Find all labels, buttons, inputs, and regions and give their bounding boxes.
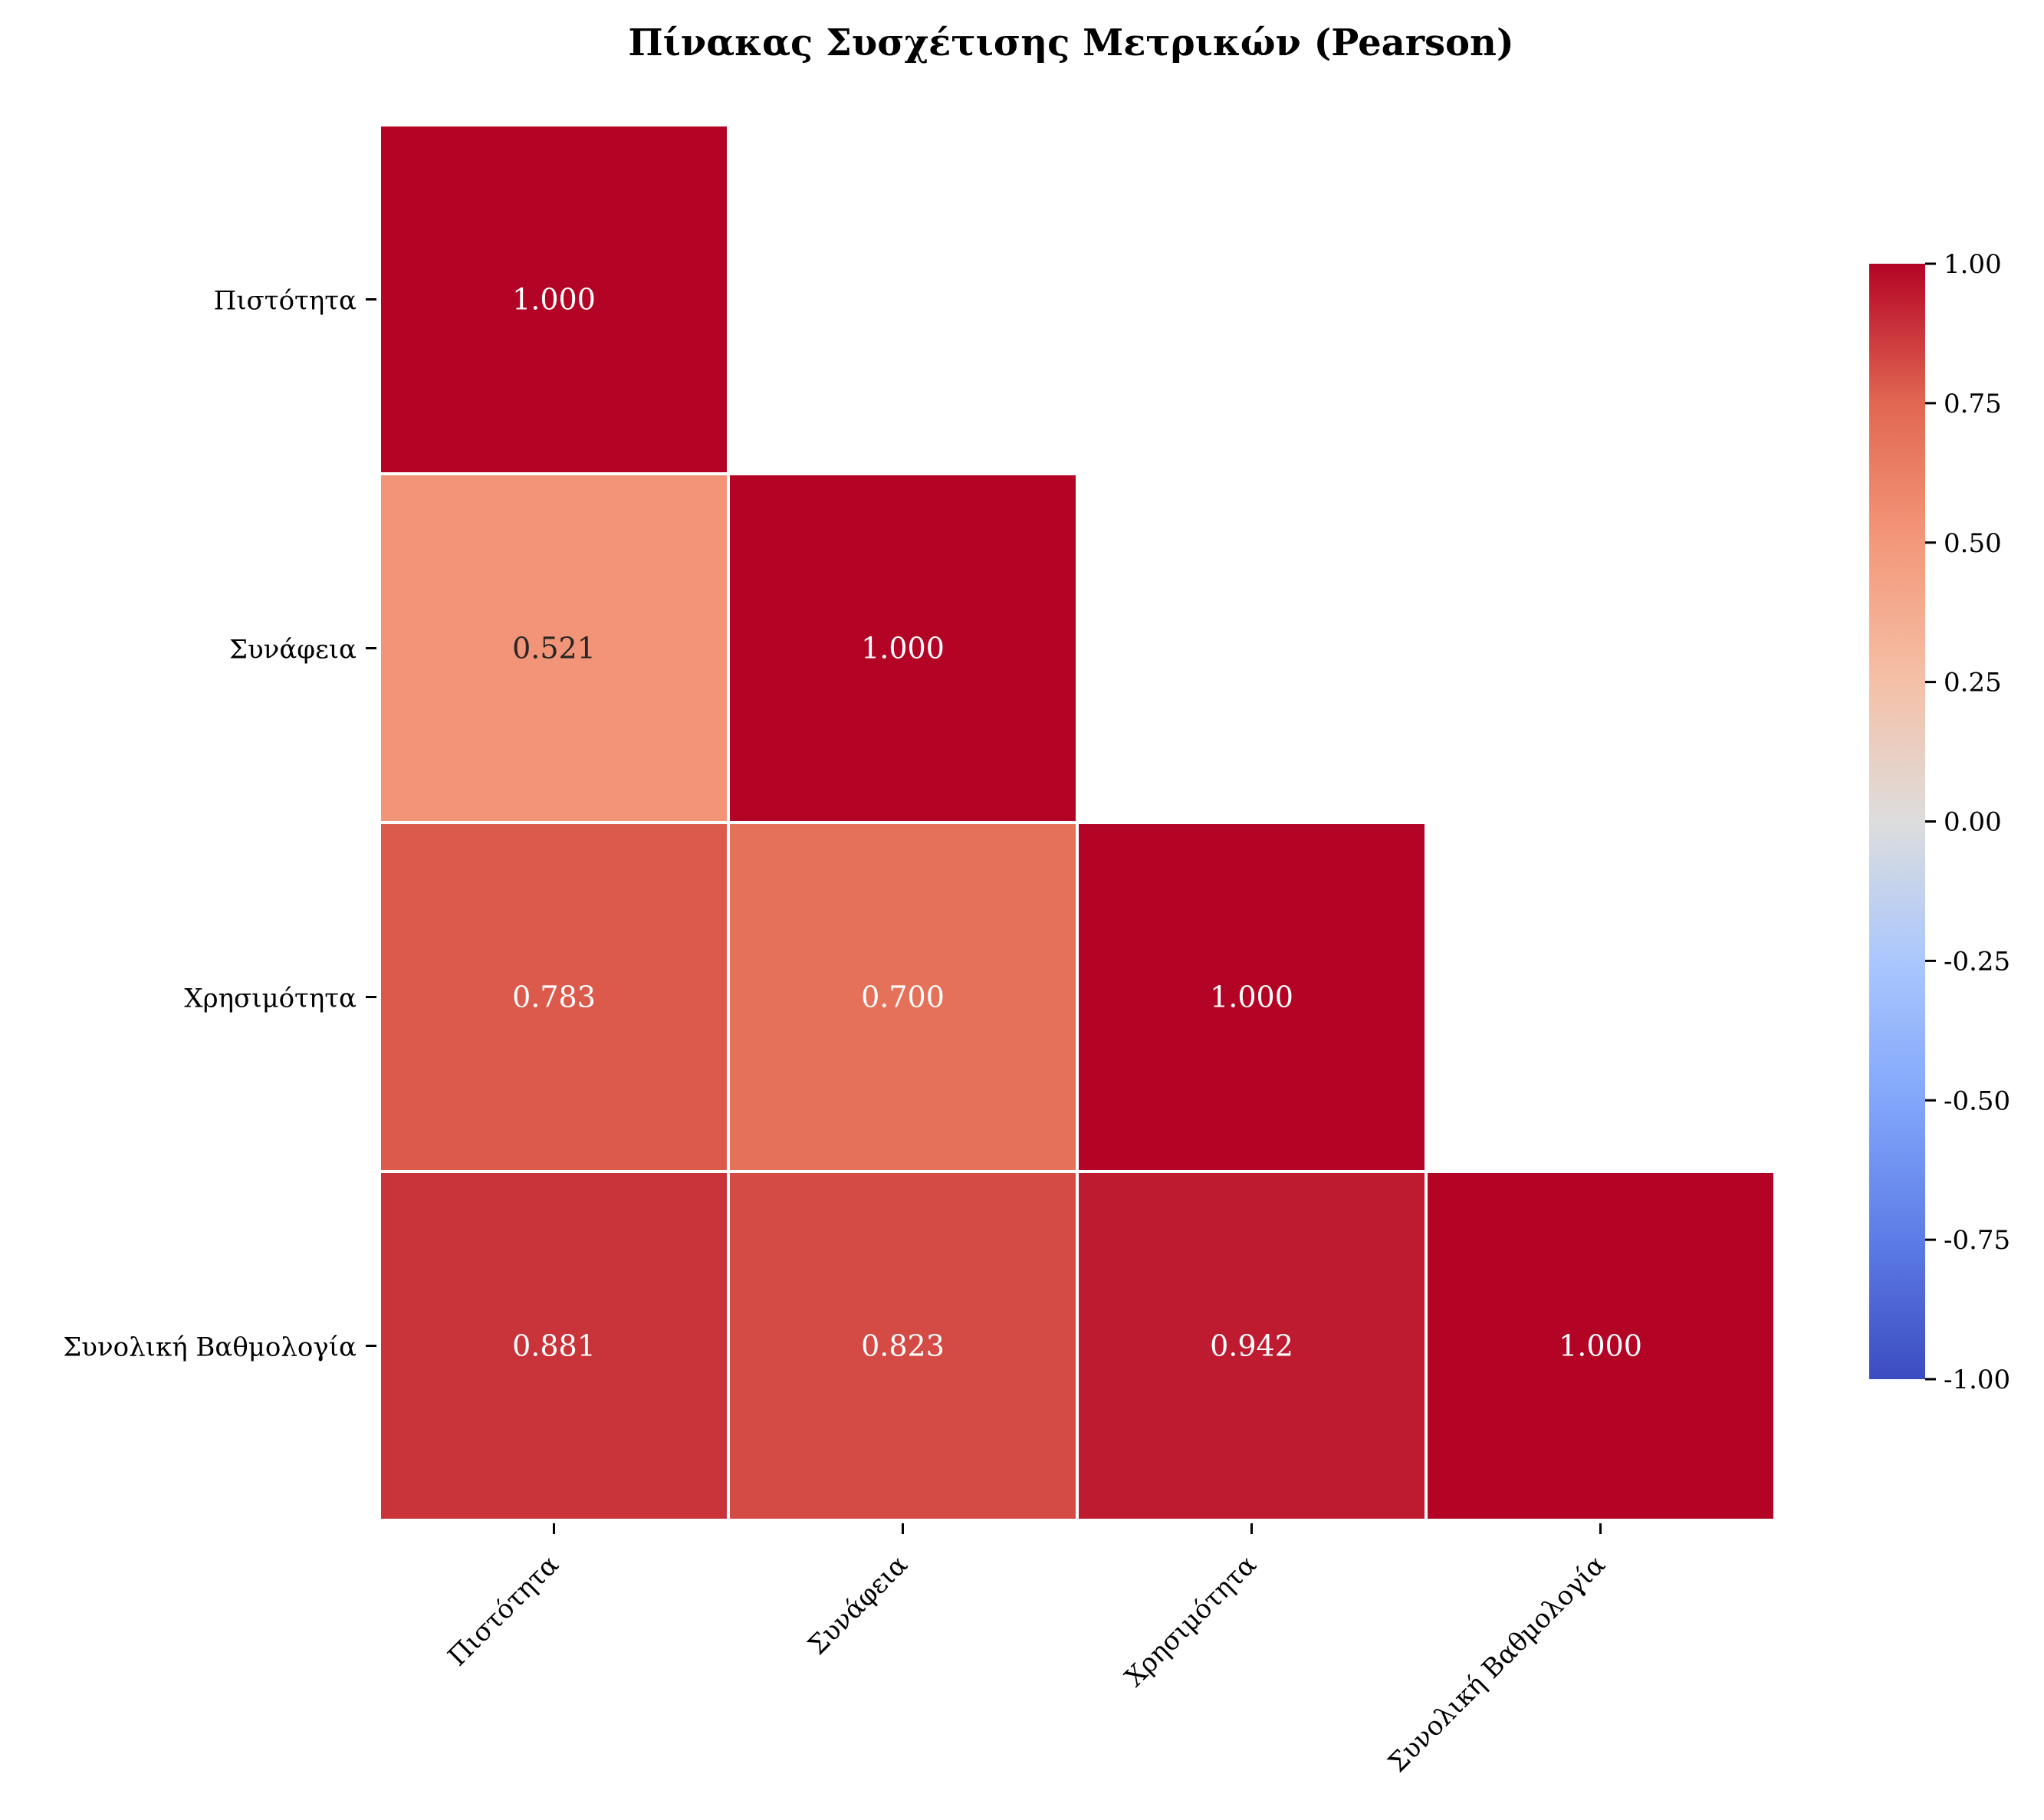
colorbar-tick-label: -0.75 (1944, 1225, 2010, 1256)
x-axis: Πιστότητα Συνάφεια Χρησιμότητα Συνολική Βαθ… (442, 1523, 1612, 1779)
heatmap-cell (727, 472, 1079, 824)
colorbar-tick-label: 0.00 (1944, 807, 2002, 838)
y-tick-label: Συνάφεια (229, 635, 357, 665)
x-tick-label: Συνάφεια (802, 1549, 914, 1661)
cell-value-label: 1.000 (861, 632, 945, 665)
cell-value-label: 1.000 (512, 283, 596, 317)
cell-value-label: 1.000 (1559, 1329, 1642, 1363)
x-tick-label: Πιστότητα (442, 1549, 565, 1672)
colorbar-gradient (1869, 264, 1925, 1379)
cell-value-label: 0.700 (861, 981, 945, 1014)
heatmap-cell (727, 821, 1079, 1173)
y-tick-label: Χρησιμότητα (184, 984, 357, 1014)
colorbar-tick-label: 1.00 (1944, 249, 2002, 280)
cell-annotations: 1.000 0.521 1.000 0.783 0.700 1.000 0.881 0.823… (512, 283, 1642, 1363)
chart-title: Πίνακας Συσχέτισης Μετρικών (Pearson) (628, 21, 1513, 64)
colorbar-tick-label: 0.25 (1944, 668, 2002, 698)
x-tick-label: Χρησιμότητα (1119, 1549, 1263, 1693)
colorbar-tick-label: -1.00 (1944, 1365, 2010, 1395)
y-axis: Πιστότητα Συνάφεια Χρησιμότητα Συνολική Βαθ… (63, 286, 376, 1363)
colorbar-tick-label: -0.50 (1944, 1086, 2010, 1116)
heatmap-cells (378, 123, 1776, 1522)
cell-value-label: 0.942 (1210, 1329, 1293, 1363)
heatmap-cell (378, 123, 730, 475)
y-tick-label: Συνολική Βαθμολογία (63, 1332, 357, 1363)
cell-value-label: 0.783 (512, 981, 596, 1014)
colorbar-tick-label: -0.25 (1944, 946, 2010, 977)
cell-value-label: 0.881 (512, 1329, 596, 1363)
y-tick-label: Πιστότητα (214, 286, 357, 317)
cell-value-label: 0.823 (861, 1329, 945, 1363)
cell-value-label: 1.000 (1210, 981, 1293, 1014)
heatmap-cell (1076, 1170, 1428, 1522)
heatmap-cell (378, 821, 730, 1173)
heatmap-cell (1425, 1170, 1776, 1522)
x-tick-label: Συνολική Βαθμολογία (1382, 1549, 1612, 1779)
heatmap-cell (727, 1170, 1079, 1522)
colorbar-tick-label: 0.50 (1944, 528, 2002, 559)
heatmap-cell (1076, 821, 1428, 1173)
heatmap-cell (378, 1170, 730, 1522)
cell-value-label: 0.521 (512, 632, 596, 665)
heatmap-cell (378, 472, 730, 824)
colorbar: 1.00 0.75 0.50 0.25 0.00 -0.25 -0.50 -0.75 -1.00 (1869, 249, 2010, 1395)
colorbar-tick-label: 0.75 (1944, 389, 2002, 419)
